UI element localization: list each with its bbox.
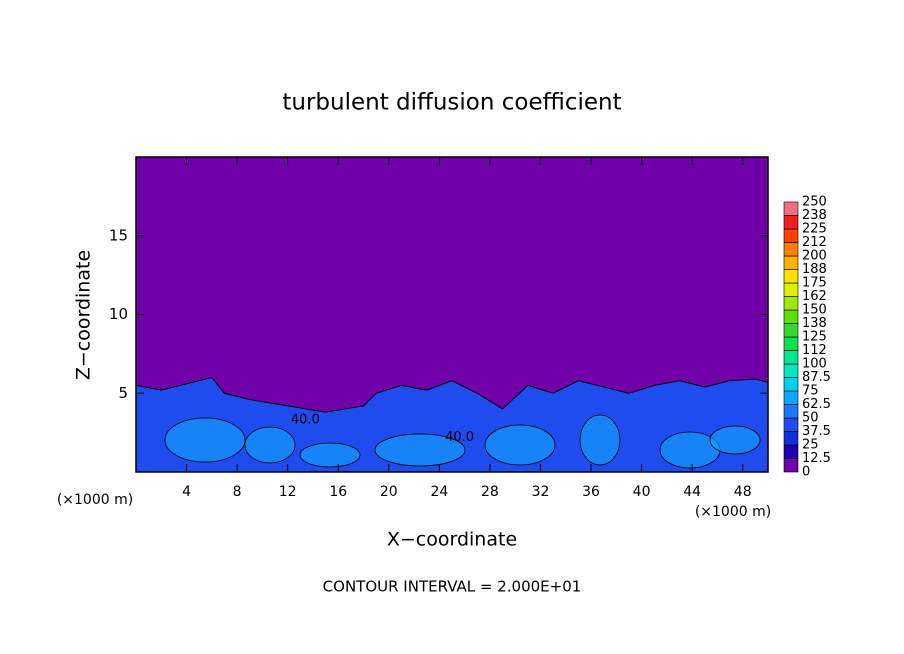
structure	[579, 414, 621, 466]
colorbar-label: 225	[802, 222, 827, 237]
colorbar-bin	[783, 458, 799, 473]
colorbar-label: 162	[802, 289, 827, 304]
x-tick-label: 44	[683, 484, 701, 500]
colorbar-bin	[783, 444, 799, 459]
x-tick-label: 12	[279, 484, 297, 500]
colorbar-label: 175	[802, 276, 827, 291]
colorbar-bin	[783, 363, 799, 378]
y-tick-label: 10	[109, 305, 128, 323]
colorbar-bin	[783, 336, 799, 351]
x-tick-label: 16	[329, 484, 347, 500]
colorbar-label: 50	[802, 411, 819, 426]
structure	[299, 442, 361, 468]
colorbar-bin	[783, 377, 799, 392]
colorbar-bin	[783, 350, 799, 365]
colorbar-label: 200	[802, 249, 827, 264]
contour-label: 40.0	[445, 430, 474, 445]
colorbar-label: 37.5	[802, 424, 831, 439]
x-tick-label: 20	[380, 484, 398, 500]
inner-structures	[164, 414, 761, 469]
colorbar-bin	[783, 242, 799, 257]
colorbar-bin	[783, 390, 799, 405]
y-tick-label: 15	[109, 226, 128, 244]
colorbar-bin	[783, 282, 799, 297]
x-tick-label: 8	[233, 484, 242, 500]
colorbar-label: 138	[802, 316, 827, 331]
structure	[709, 425, 761, 455]
x-tick-label: 28	[481, 484, 499, 500]
x-tick-label: 32	[532, 484, 550, 500]
x-axis-label: X−coordinate	[387, 529, 517, 551]
structure	[164, 417, 246, 463]
x-tick-label: 4	[182, 484, 191, 500]
colorbar-label: 75	[802, 384, 819, 399]
colorbar-label: 112	[802, 343, 827, 358]
y-axis-label: Z−coordinate	[73, 250, 95, 380]
colorbar-label: 188	[802, 262, 827, 277]
colorbar-label: 62.5	[802, 397, 831, 412]
x-tick-label: 36	[582, 484, 600, 500]
unit-label: (×1000 m)	[57, 492, 133, 508]
colorbar-bin	[783, 431, 799, 446]
x-tick-label: 24	[430, 484, 448, 500]
colorbar-label: 0	[802, 465, 810, 480]
colorbar-label: 25	[802, 438, 819, 453]
colorbar-bin	[783, 255, 799, 270]
structure	[374, 433, 466, 467]
unit-label: (×1000 m)	[695, 504, 771, 520]
colorbar-label: 87.5	[802, 370, 831, 385]
chart-title: turbulent diffusion coefficient	[282, 90, 621, 116]
structure	[484, 424, 556, 466]
colorbar-bin	[783, 296, 799, 311]
colorbar-bin	[783, 228, 799, 243]
colorbar-label: 212	[802, 235, 827, 250]
colorbar-bin	[783, 404, 799, 419]
colorbar-bin	[783, 201, 799, 216]
structure	[244, 426, 296, 464]
colorbar-bin	[783, 269, 799, 284]
colorbar-label: 150	[802, 303, 827, 318]
colorbar-bin	[783, 417, 799, 432]
footer-note: CONTOUR INTERVAL = 2.000E+01	[323, 578, 582, 596]
contour-label: 40.0	[291, 413, 320, 428]
x-tick-label: 48	[734, 484, 752, 500]
colorbar-label: 238	[802, 208, 827, 223]
colorbar-label: 12.5	[802, 451, 831, 466]
y-tick-label: 5	[118, 384, 128, 402]
colorbar-bin	[783, 323, 799, 338]
colorbar-label: 250	[802, 195, 827, 210]
x-tick-label: 40	[633, 484, 651, 500]
colorbar-bin	[783, 309, 799, 324]
colorbar-bin	[783, 215, 799, 230]
colorbar-label: 100	[802, 357, 827, 372]
colorbar-label: 125	[802, 330, 827, 345]
